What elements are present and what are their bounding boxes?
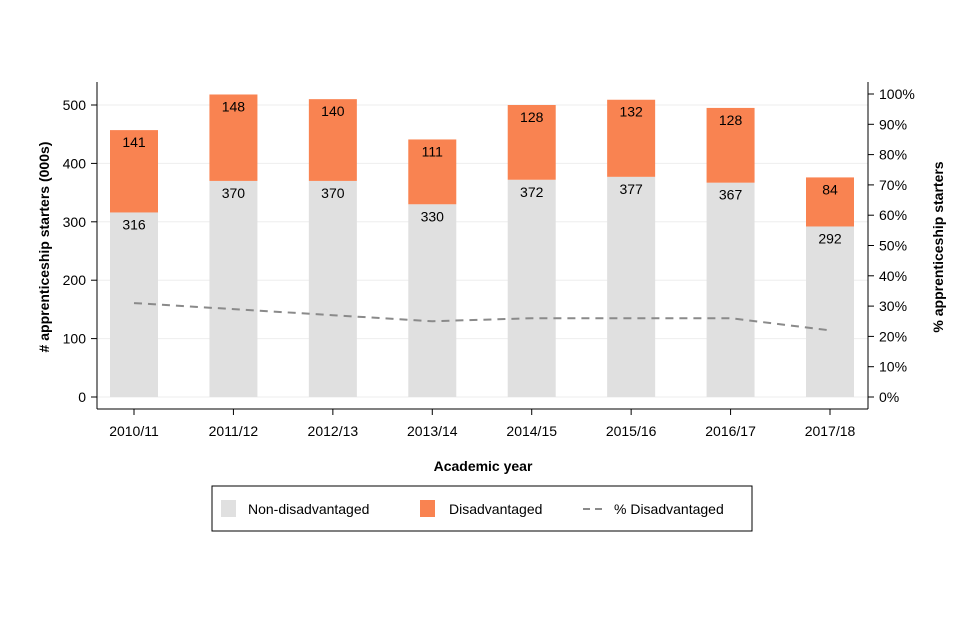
y-right-tick-label: 30%	[879, 298, 907, 314]
y-tick-label: 300	[63, 214, 87, 230]
bar-disadvantaged	[706, 107, 755, 183]
bar-label-disadvantaged: 148	[222, 98, 246, 114]
bar-non-disadvantaged	[607, 176, 656, 397]
bar-non-disadvantaged	[706, 182, 755, 397]
bar-label-disadvantaged: 84	[822, 181, 838, 197]
x-tick-label: 2010/11	[109, 423, 159, 439]
bar-non-disadvantaged	[806, 226, 854, 397]
bar-disadvantaged	[209, 94, 258, 181]
bar-non-disadvantaged	[408, 204, 457, 397]
bar-disadvantaged	[110, 130, 158, 213]
y-axis-right-title: % apprenticeship starters	[930, 161, 946, 332]
y-right-tick-label: 50%	[879, 238, 907, 254]
x-tick-label: 2012/13	[308, 423, 359, 439]
legend-label-pct-disadvantaged: % Disadvantaged	[614, 501, 724, 517]
bar-label-disadvantaged: 140	[321, 103, 345, 119]
y-tick-label: 500	[63, 97, 87, 113]
bar-label-disadvantaged: 132	[619, 104, 643, 120]
y-right-tick-label: 10%	[879, 359, 907, 375]
axes: 0 100 200 300 400 500 0% 10% 20% 30% 40% 50% 60% 70% 8…	[63, 82, 915, 439]
y-right-tick-label: 100%	[879, 86, 915, 102]
bar-label-disadvantaged: 111	[422, 143, 443, 159]
bar-label-disadvantaged: 141	[122, 134, 146, 150]
bar-disadvantaged	[607, 99, 656, 177]
x-tick-label: 2016/17	[705, 423, 756, 439]
y-right-tick-label: 70%	[879, 177, 907, 193]
bar-label-non-disadvantaged: 367	[719, 187, 743, 203]
bar-label-non-disadvantaged: 292	[818, 230, 842, 246]
x-tick-label: 2014/15	[506, 423, 557, 439]
bar-label-non-disadvantaged: 377	[619, 181, 643, 197]
y-axis-title: # apprenticeship starters (000s)	[36, 142, 52, 353]
legend-box	[211, 485, 753, 532]
bar-non-disadvantaged	[507, 179, 556, 397]
x-tick-label: 2017/18	[805, 423, 856, 439]
bar-non-disadvantaged	[308, 180, 357, 397]
legend: Non-disadvantaged Disadvantaged % Disadv…	[211, 485, 753, 532]
y-right-tick-label: 20%	[879, 328, 907, 344]
y-right-tick-label: 0%	[879, 389, 899, 405]
x-axis-title: Academic year	[434, 458, 533, 474]
legend-label-disadvantaged: Disadvantaged	[449, 501, 542, 517]
y-right-tick-label: 60%	[879, 207, 907, 223]
y-tick-label: 100	[63, 331, 87, 347]
y-right-tick-label: 90%	[879, 116, 907, 132]
bar-disadvantaged	[408, 139, 457, 205]
data-labels: 316 141 370 148 370 140 330 111 372 128 377 132 367 1…	[122, 98, 842, 246]
bar-disadvantaged	[507, 105, 556, 180]
bar-label-disadvantaged: 128	[719, 112, 743, 128]
y-right-tick-label: 80%	[879, 147, 907, 163]
bar-disadvantaged	[308, 99, 357, 181]
x-tick-label: 2015/16	[606, 423, 657, 439]
legend-swatch-disadvantaged	[420, 500, 435, 517]
bar-label-non-disadvantaged: 372	[520, 184, 544, 200]
y-tick-label: 0	[78, 389, 86, 405]
bar-label-non-disadvantaged: 316	[122, 216, 146, 232]
x-tick-label: 2011/12	[209, 423, 259, 439]
bar-label-disadvantaged: 128	[520, 109, 544, 125]
bar-non-disadvantaged	[209, 180, 258, 397]
y-right-tick-label: 40%	[879, 268, 907, 284]
bar-disadvantaged	[806, 177, 854, 227]
y-tick-label: 400	[63, 155, 87, 171]
x-tick-label: 2013/14	[407, 423, 458, 439]
legend-label-non-disadvantaged: Non-disadvantaged	[248, 501, 369, 517]
pct-disadvantaged-line	[133, 302, 831, 332]
bar-label-non-disadvantaged: 370	[222, 185, 246, 201]
pct-line-layer	[133, 302, 831, 332]
bar-label-non-disadvantaged: 370	[321, 185, 345, 201]
bars	[110, 94, 854, 397]
legend-swatch-non-disadvantaged	[221, 500, 236, 517]
y-tick-label: 200	[63, 272, 87, 288]
bar-label-non-disadvantaged: 330	[421, 208, 445, 224]
